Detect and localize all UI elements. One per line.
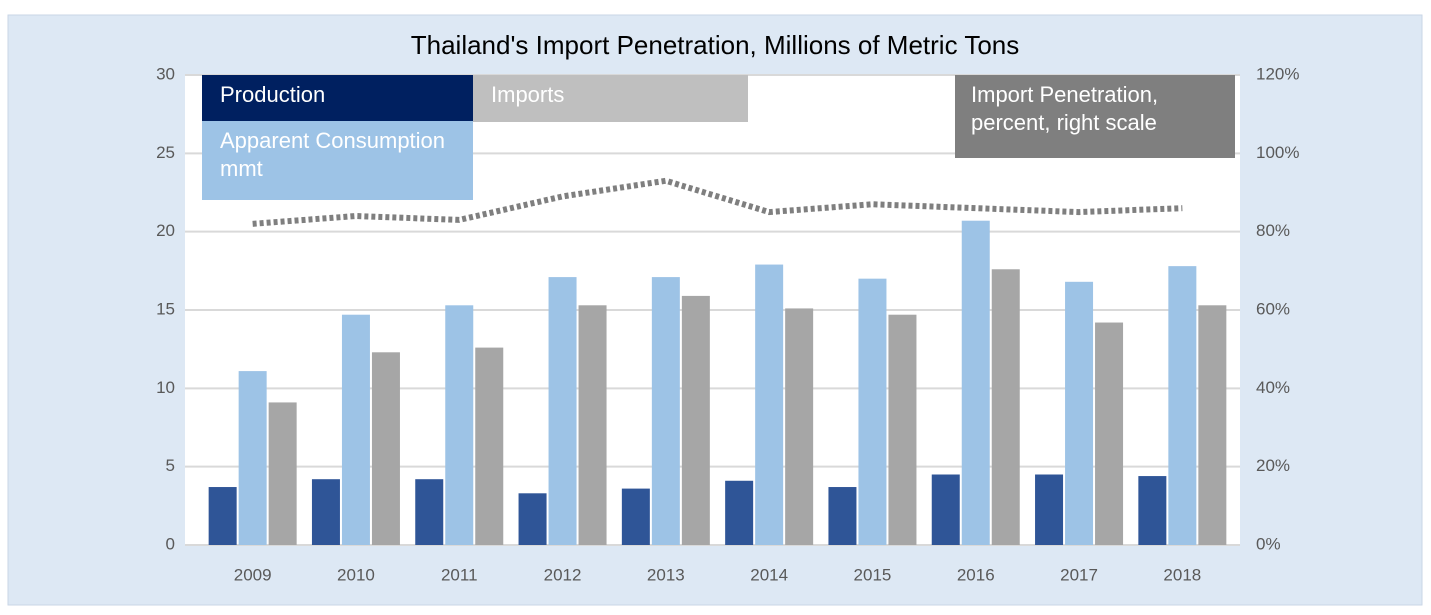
bar — [341, 314, 370, 545]
y-tick-label: 15 — [156, 299, 175, 318]
bar — [961, 220, 990, 545]
x-tick-label: 2010 — [337, 565, 375, 584]
x-tick-label: 2012 — [544, 565, 582, 584]
x-tick-label: 2017 — [1060, 565, 1098, 584]
y-tick-label: 20 — [156, 221, 175, 240]
bar — [1035, 474, 1064, 545]
legend-item: Production — [202, 75, 473, 121]
bar — [268, 402, 297, 545]
bar — [518, 493, 547, 545]
bar — [548, 277, 577, 545]
x-tick-label: 2016 — [957, 565, 995, 584]
x-tick-label: 2018 — [1163, 565, 1201, 584]
bar — [311, 479, 340, 545]
legend-item: Import Penetration, percent, right scale — [955, 75, 1235, 158]
bar — [475, 347, 504, 545]
bar — [238, 371, 267, 545]
bar — [651, 277, 680, 545]
bar — [1138, 476, 1167, 545]
bar — [415, 479, 444, 545]
bar — [681, 295, 710, 545]
line-series — [252, 177, 1183, 227]
y2-tick-label: 40% — [1256, 378, 1290, 397]
legend-item: Apparent Consumption mmt — [202, 121, 473, 200]
y-tick-label: 25 — [156, 143, 175, 162]
bar — [578, 305, 607, 545]
y-tick-label: 0 — [166, 534, 175, 553]
y2-tick-label: 0% — [1256, 534, 1281, 553]
x-tick-label: 2009 — [234, 565, 272, 584]
y2-tick-label: 100% — [1256, 143, 1299, 162]
y2-tick-label: 60% — [1256, 299, 1290, 318]
legend-item: Imports — [473, 75, 748, 122]
bar — [371, 352, 400, 545]
y2-tick-label: 80% — [1256, 221, 1290, 240]
bar — [755, 264, 784, 545]
bar — [621, 488, 650, 545]
bar — [1168, 266, 1197, 545]
bar — [858, 278, 887, 545]
y-tick-label: 5 — [166, 456, 175, 475]
bar — [725, 480, 754, 545]
x-tick-label: 2014 — [750, 565, 788, 584]
bar — [1198, 305, 1227, 545]
bar — [931, 474, 960, 545]
x-tick-label: 2011 — [441, 565, 478, 584]
bar — [1065, 281, 1094, 545]
x-tick-label: 2013 — [647, 565, 685, 584]
bar — [828, 487, 857, 545]
bar — [785, 308, 814, 545]
chart-title: Thailand's Import Penetration, Millions … — [411, 30, 1020, 60]
y2-tick-label: 20% — [1256, 456, 1290, 475]
bar — [1095, 322, 1124, 545]
y-tick-label: 30 — [156, 64, 175, 83]
bar — [445, 305, 474, 545]
y2-tick-label: 120% — [1256, 64, 1299, 83]
x-tick-label: 2015 — [854, 565, 892, 584]
bar — [888, 314, 917, 545]
bar — [991, 269, 1020, 545]
bar — [208, 487, 237, 545]
y-tick-label: 10 — [156, 378, 175, 397]
